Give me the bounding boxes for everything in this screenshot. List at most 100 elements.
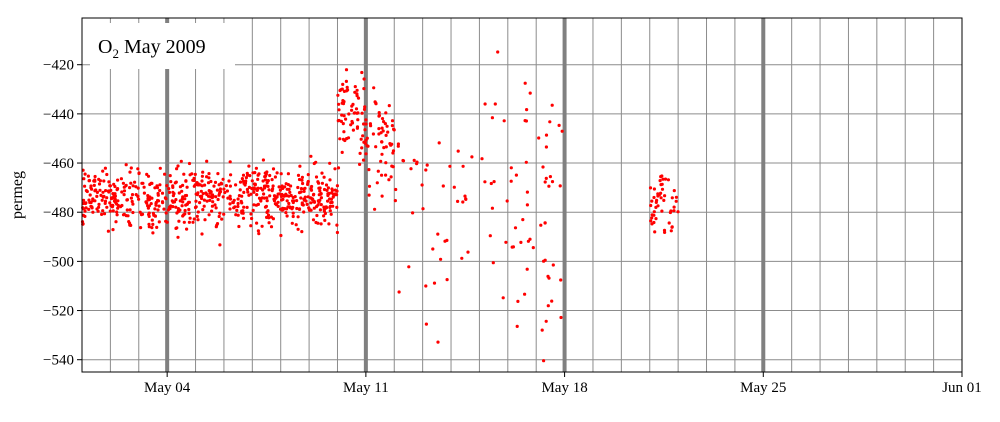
data-point bbox=[502, 119, 506, 123]
data-point bbox=[324, 205, 328, 209]
data-point bbox=[187, 161, 192, 166]
data-point bbox=[306, 179, 310, 184]
data-point bbox=[146, 206, 150, 210]
data-point bbox=[421, 207, 425, 211]
data-point bbox=[659, 183, 663, 187]
data-point bbox=[390, 124, 394, 128]
data-point bbox=[466, 250, 470, 254]
data-point bbox=[116, 187, 120, 191]
data-point bbox=[299, 187, 303, 191]
data-point bbox=[202, 204, 206, 208]
data-point bbox=[174, 198, 178, 202]
data-point bbox=[201, 192, 205, 196]
data-point bbox=[663, 177, 668, 181]
data-point bbox=[362, 122, 366, 126]
data-point bbox=[136, 194, 140, 198]
data-point bbox=[101, 195, 105, 199]
data-point bbox=[104, 189, 108, 193]
data-point bbox=[492, 180, 496, 184]
data-point bbox=[356, 118, 360, 122]
data-point bbox=[382, 120, 386, 124]
data-point bbox=[650, 216, 654, 220]
data-point bbox=[194, 199, 198, 203]
data-point bbox=[250, 216, 254, 221]
data-point bbox=[329, 212, 333, 216]
data-point bbox=[277, 192, 281, 196]
data-point bbox=[420, 183, 424, 187]
data-point bbox=[524, 160, 528, 164]
data-point bbox=[382, 146, 386, 150]
data-point bbox=[215, 188, 219, 192]
data-point bbox=[115, 213, 119, 217]
data-point bbox=[278, 188, 282, 192]
data-point bbox=[93, 199, 97, 203]
data-point bbox=[662, 198, 666, 202]
data-point bbox=[659, 191, 663, 195]
data-point bbox=[483, 180, 487, 184]
data-point bbox=[261, 179, 265, 183]
data-point bbox=[310, 197, 314, 201]
data-point bbox=[354, 107, 359, 111]
data-point bbox=[309, 201, 313, 205]
data-point bbox=[144, 200, 148, 204]
data-point bbox=[182, 172, 186, 176]
data-point bbox=[297, 177, 302, 182]
data-point bbox=[125, 198, 129, 202]
title-subscript: 2 bbox=[112, 46, 119, 61]
data-point bbox=[505, 199, 509, 203]
data-point bbox=[385, 124, 389, 128]
data-point bbox=[266, 184, 270, 188]
data-point bbox=[341, 122, 345, 126]
data-point bbox=[360, 111, 364, 115]
data-point bbox=[353, 85, 357, 89]
data-point bbox=[229, 173, 233, 177]
data-point bbox=[540, 328, 544, 332]
data-point bbox=[236, 197, 240, 201]
data-point bbox=[291, 200, 295, 205]
data-point bbox=[228, 184, 232, 188]
data-point bbox=[116, 178, 120, 182]
data-point bbox=[337, 118, 341, 123]
data-point bbox=[330, 200, 334, 204]
data-point bbox=[543, 180, 547, 184]
data-point bbox=[116, 206, 120, 210]
data-point bbox=[207, 213, 211, 217]
data-point bbox=[393, 199, 397, 203]
data-point bbox=[244, 176, 248, 180]
data-point bbox=[337, 102, 341, 106]
data-point bbox=[90, 187, 94, 191]
data-point bbox=[192, 176, 196, 180]
data-point bbox=[268, 173, 272, 178]
data-point bbox=[668, 210, 673, 215]
data-point bbox=[335, 205, 339, 209]
data-point bbox=[256, 229, 260, 233]
data-point bbox=[114, 220, 118, 224]
data-point bbox=[318, 208, 322, 212]
data-point bbox=[131, 202, 135, 206]
data-point bbox=[112, 199, 117, 203]
data-point bbox=[184, 179, 188, 183]
data-point bbox=[373, 207, 377, 211]
data-point bbox=[176, 235, 180, 239]
data-point bbox=[210, 209, 214, 213]
data-point bbox=[108, 209, 112, 213]
data-point bbox=[355, 111, 359, 115]
data-point bbox=[267, 221, 271, 225]
data-point bbox=[525, 267, 529, 271]
data-point bbox=[443, 239, 447, 243]
data-point bbox=[129, 196, 133, 200]
data-point bbox=[215, 222, 220, 226]
data-point bbox=[384, 111, 388, 115]
data-point bbox=[461, 200, 465, 204]
data-point bbox=[242, 181, 246, 185]
data-point bbox=[342, 89, 346, 93]
data-point bbox=[166, 208, 170, 212]
data-point bbox=[252, 190, 256, 194]
data-point bbox=[242, 205, 246, 209]
data-point bbox=[541, 165, 545, 169]
data-point bbox=[384, 145, 388, 149]
data-point bbox=[147, 225, 151, 229]
data-point bbox=[470, 155, 474, 159]
data-point bbox=[157, 204, 161, 208]
data-point bbox=[367, 193, 371, 197]
